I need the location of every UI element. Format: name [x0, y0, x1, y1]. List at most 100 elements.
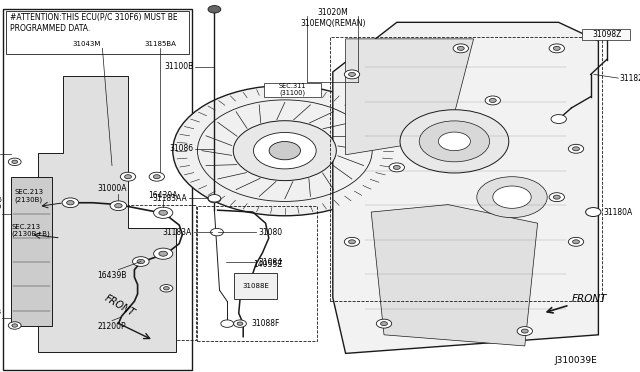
- Circle shape: [154, 248, 173, 259]
- Circle shape: [149, 172, 164, 181]
- Circle shape: [221, 320, 234, 327]
- Circle shape: [160, 285, 173, 292]
- Polygon shape: [38, 76, 176, 352]
- Text: 31080: 31080: [258, 228, 282, 237]
- Bar: [84, 205, 196, 340]
- Circle shape: [458, 46, 464, 50]
- Circle shape: [376, 319, 392, 328]
- Circle shape: [211, 228, 223, 236]
- Text: SEC.213
(2130B): SEC.213 (2130B): [14, 189, 44, 203]
- Circle shape: [237, 322, 243, 325]
- Text: 31084: 31084: [258, 258, 282, 267]
- Circle shape: [517, 327, 532, 336]
- Text: 31043M: 31043M: [72, 41, 100, 47]
- Text: SEC.213
(2130B+B): SEC.213 (2130B+B): [12, 224, 51, 237]
- Circle shape: [137, 259, 145, 264]
- Text: 31183A: 31183A: [163, 228, 192, 237]
- Text: 31185B: 31185B: [0, 309, 2, 315]
- Bar: [234, 273, 277, 299]
- Text: FRONT: FRONT: [102, 293, 136, 318]
- Circle shape: [173, 86, 397, 216]
- Circle shape: [493, 186, 531, 208]
- Text: J310039E: J310039E: [555, 356, 597, 365]
- Bar: [330, 37, 602, 301]
- Circle shape: [522, 329, 528, 333]
- Circle shape: [208, 195, 221, 202]
- Bar: [3, 9, 192, 370]
- Text: 31088E: 31088E: [242, 283, 269, 289]
- Text: #310F6
#31039: #310F6 #31039: [0, 197, 2, 210]
- Circle shape: [438, 132, 470, 151]
- Circle shape: [253, 132, 316, 169]
- Circle shape: [67, 201, 74, 205]
- Text: 31088F: 31088F: [252, 319, 280, 328]
- Circle shape: [8, 158, 21, 166]
- Bar: [582, 29, 630, 40]
- Circle shape: [159, 210, 168, 215]
- Bar: [6, 11, 189, 54]
- Circle shape: [164, 286, 169, 290]
- Circle shape: [477, 177, 547, 218]
- Text: 31000A: 31000A: [97, 185, 127, 193]
- Circle shape: [344, 70, 360, 79]
- Bar: [197, 206, 317, 341]
- Circle shape: [573, 147, 579, 151]
- Text: 14055Z: 14055Z: [253, 260, 282, 269]
- Circle shape: [394, 166, 400, 169]
- Circle shape: [381, 322, 387, 326]
- Circle shape: [269, 141, 301, 160]
- Circle shape: [485, 96, 500, 105]
- Circle shape: [349, 73, 355, 76]
- Circle shape: [115, 203, 122, 208]
- Text: #ATTENTION:THIS ECU(P/C 310F6) MUST BE
PROGRAMMED DATA.: #ATTENTION:THIS ECU(P/C 310F6) MUST BE P…: [10, 13, 177, 33]
- Circle shape: [549, 44, 564, 53]
- Circle shape: [8, 322, 21, 329]
- Circle shape: [551, 115, 566, 124]
- Polygon shape: [346, 39, 474, 155]
- Circle shape: [154, 207, 173, 218]
- Circle shape: [490, 99, 496, 102]
- Circle shape: [568, 144, 584, 153]
- Text: 31100B: 31100B: [164, 62, 193, 71]
- Text: 31183AA: 31183AA: [152, 194, 187, 203]
- Circle shape: [125, 175, 131, 179]
- Circle shape: [554, 46, 560, 50]
- Bar: [264, 83, 321, 97]
- Text: 16439B: 16439B: [97, 271, 127, 280]
- Bar: [11, 177, 52, 326]
- Circle shape: [568, 237, 584, 246]
- Circle shape: [120, 172, 136, 181]
- Circle shape: [349, 240, 355, 244]
- Circle shape: [389, 163, 404, 172]
- Circle shape: [233, 121, 337, 180]
- Circle shape: [208, 195, 221, 203]
- Circle shape: [453, 44, 468, 53]
- Circle shape: [132, 257, 149, 266]
- Circle shape: [586, 208, 601, 217]
- Text: 16439A: 16439A: [148, 191, 178, 200]
- Text: 31182E: 31182E: [620, 74, 640, 83]
- Polygon shape: [333, 22, 598, 353]
- Text: 31180A: 31180A: [604, 208, 633, 217]
- Circle shape: [154, 175, 160, 179]
- Circle shape: [549, 193, 564, 202]
- Circle shape: [234, 320, 246, 327]
- Text: 21200P: 21200P: [98, 322, 126, 331]
- Text: SEC.311
(31100): SEC.311 (31100): [279, 83, 306, 96]
- Polygon shape: [371, 205, 538, 346]
- Circle shape: [12, 324, 17, 327]
- Text: 31020M
310EMQ(REMAN): 31020M 310EMQ(REMAN): [300, 8, 365, 28]
- Circle shape: [344, 237, 360, 246]
- Circle shape: [12, 160, 17, 163]
- Circle shape: [554, 195, 560, 199]
- Circle shape: [208, 6, 221, 13]
- Circle shape: [573, 240, 579, 244]
- Circle shape: [110, 201, 127, 211]
- Circle shape: [400, 110, 509, 173]
- Circle shape: [62, 198, 79, 208]
- Text: 31185BA: 31185BA: [144, 41, 176, 47]
- Circle shape: [419, 121, 490, 162]
- Text: FRONT: FRONT: [572, 294, 607, 304]
- Text: 31086: 31086: [169, 144, 193, 153]
- Circle shape: [159, 251, 168, 256]
